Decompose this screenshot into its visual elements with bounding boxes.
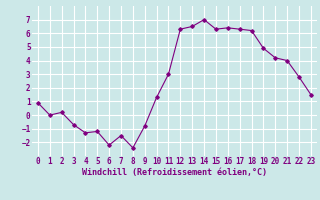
X-axis label: Windchill (Refroidissement éolien,°C): Windchill (Refroidissement éolien,°C) [82, 168, 267, 177]
